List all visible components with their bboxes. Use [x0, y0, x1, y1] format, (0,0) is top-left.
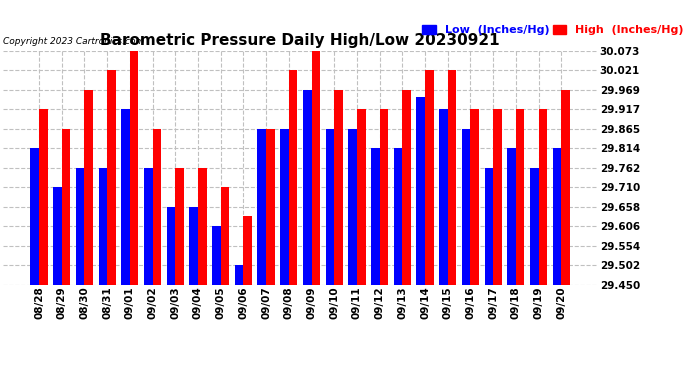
Bar — [152, 129, 161, 285]
Bar — [416, 97, 425, 285]
Bar — [326, 129, 334, 285]
Bar — [357, 110, 366, 285]
Bar — [484, 168, 493, 285]
Text: Copyright 2023 Cartronics.com: Copyright 2023 Cartronics.com — [3, 37, 145, 46]
Bar — [107, 70, 116, 285]
Bar — [175, 168, 184, 285]
Bar — [99, 168, 107, 285]
Bar — [39, 110, 48, 285]
Bar — [221, 187, 229, 285]
Bar — [516, 110, 524, 285]
Bar — [53, 187, 61, 285]
Bar — [348, 129, 357, 285]
Bar — [539, 110, 547, 285]
Bar — [266, 129, 275, 285]
Bar — [76, 168, 84, 285]
Bar — [257, 129, 266, 285]
Bar — [303, 90, 311, 285]
Bar — [61, 129, 70, 285]
Bar — [212, 226, 221, 285]
Bar — [425, 70, 433, 285]
Bar — [553, 148, 561, 285]
Bar — [493, 110, 502, 285]
Bar — [462, 129, 471, 285]
Bar — [280, 129, 289, 285]
Bar — [371, 148, 380, 285]
Title: Barometric Pressure Daily High/Low 20230921: Barometric Pressure Daily High/Low 20230… — [100, 33, 500, 48]
Bar — [439, 110, 448, 285]
Bar — [380, 110, 388, 285]
Bar — [394, 148, 402, 285]
Bar — [130, 51, 139, 285]
Bar — [289, 70, 297, 285]
Bar — [235, 266, 244, 285]
Bar — [30, 148, 39, 285]
Bar — [402, 90, 411, 285]
Bar — [198, 168, 206, 285]
Bar — [244, 216, 252, 285]
Bar — [84, 90, 93, 285]
Bar — [167, 207, 175, 285]
Bar — [189, 207, 198, 285]
Bar — [121, 110, 130, 285]
Bar — [311, 51, 320, 285]
Bar — [561, 90, 570, 285]
Bar — [334, 90, 343, 285]
Bar — [507, 148, 516, 285]
Bar — [530, 168, 539, 285]
Bar — [471, 110, 479, 285]
Bar — [448, 70, 456, 285]
Legend: Low  (Inches/Hg), High  (Inches/Hg): Low (Inches/Hg), High (Inches/Hg) — [422, 24, 683, 35]
Bar — [144, 168, 152, 285]
